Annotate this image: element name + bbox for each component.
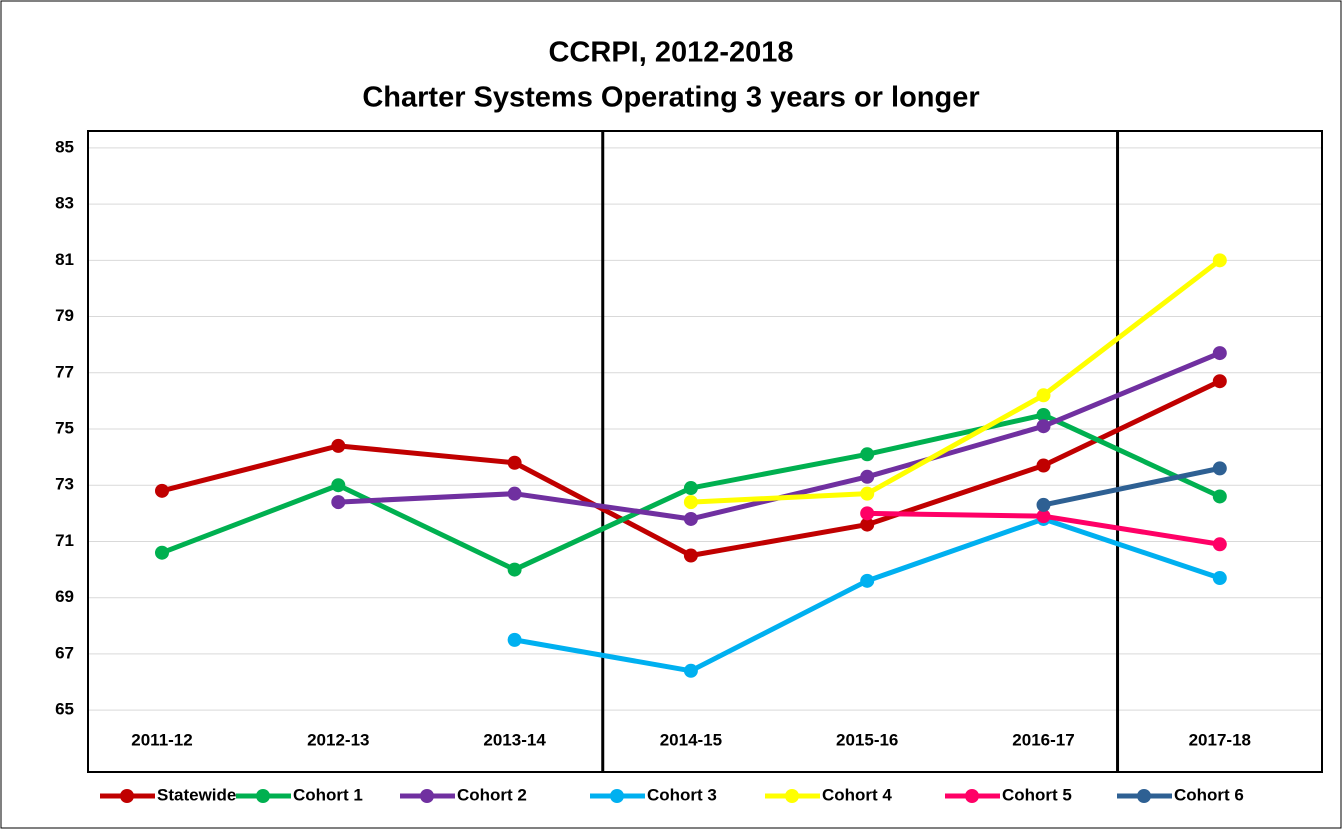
y-tick-label: 71 — [55, 531, 74, 550]
data-point — [1036, 388, 1051, 403]
chart-title: CCRPI, 2012-2018 — [548, 37, 793, 69]
legend-marker — [256, 789, 270, 803]
legend-label: Cohort 5 — [1002, 785, 1072, 804]
x-tick-label: 2012-13 — [307, 730, 369, 749]
chart-subtitle: Charter Systems Operating 3 years or lon… — [362, 82, 979, 114]
y-tick-label: 79 — [55, 306, 74, 325]
data-point — [507, 455, 522, 470]
y-tick-label: 75 — [55, 418, 74, 437]
x-tick-label: 2013-14 — [483, 730, 546, 749]
data-point — [683, 495, 698, 510]
legend-label: Cohort 3 — [647, 785, 717, 804]
plot-border — [87, 130, 1323, 773]
data-point — [331, 438, 346, 453]
data-point — [1036, 509, 1051, 524]
x-tick-label: 2014-15 — [660, 730, 722, 749]
y-tick-label: 77 — [55, 362, 74, 381]
y-tick-label: 81 — [55, 250, 74, 269]
data-point — [683, 481, 698, 496]
data-point — [1212, 461, 1227, 476]
legend-marker — [965, 789, 979, 803]
series-line — [1042, 465, 1221, 508]
data-point — [860, 506, 875, 521]
data-point — [1212, 253, 1227, 268]
legend-label: Cohort 1 — [293, 785, 363, 804]
x-tick-label: 2017-18 — [1189, 730, 1251, 749]
data-point — [1212, 489, 1227, 504]
data-point — [683, 548, 698, 563]
y-tick-label: 83 — [55, 194, 74, 213]
legend-label: Cohort 2 — [457, 785, 527, 804]
legend-marker — [1137, 789, 1151, 803]
legend-label: Cohort 6 — [1174, 785, 1244, 804]
x-tick-label: 2011-12 — [131, 730, 192, 749]
data-point — [331, 478, 346, 493]
series-line — [690, 258, 1222, 505]
data-point — [683, 511, 698, 526]
y-tick-label: 65 — [55, 700, 74, 719]
data-point — [860, 486, 875, 501]
data-point — [1036, 458, 1051, 473]
data-point — [860, 447, 875, 462]
data-point — [860, 573, 875, 588]
data-point — [331, 495, 346, 510]
data-point — [155, 545, 169, 560]
legend-marker — [785, 789, 799, 803]
data-point — [1212, 346, 1227, 361]
y-tick-label: 69 — [55, 587, 74, 606]
data-point — [507, 486, 522, 501]
data-point — [507, 632, 522, 647]
data-point — [1212, 571, 1227, 586]
data-point — [1036, 497, 1051, 512]
data-point — [860, 469, 875, 484]
data-point — [155, 483, 169, 498]
y-tick-label: 67 — [55, 643, 74, 662]
x-tick-label: 2015-16 — [836, 730, 898, 749]
x-tick-label: 2016-17 — [1012, 730, 1074, 749]
legend-marker — [610, 789, 624, 803]
data-point — [1036, 419, 1051, 434]
legend-label: Cohort 4 — [822, 785, 892, 804]
data-point — [1212, 374, 1227, 389]
y-tick-label: 85 — [55, 137, 74, 156]
legend-label: Statewide — [157, 785, 236, 804]
data-point — [683, 663, 698, 678]
data-point — [507, 562, 522, 577]
legend-marker — [120, 789, 134, 803]
data-point — [1036, 407, 1051, 422]
data-point — [860, 517, 875, 532]
data-point — [1212, 537, 1227, 552]
legend-marker — [420, 789, 434, 803]
y-tick-label: 73 — [55, 475, 74, 494]
